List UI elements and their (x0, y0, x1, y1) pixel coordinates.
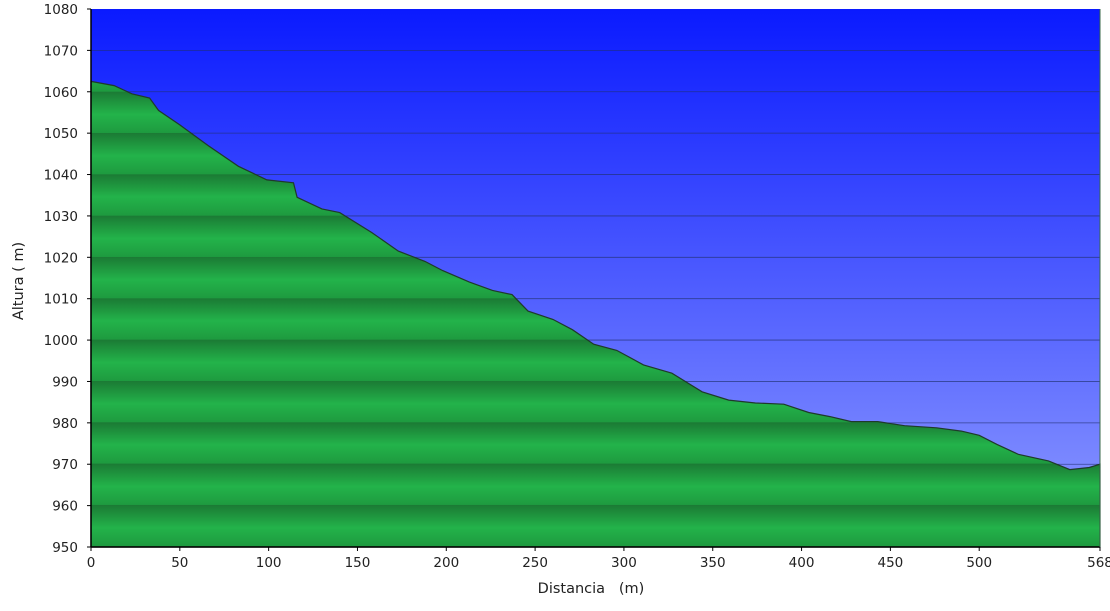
x-tick-label-10: 500 (966, 555, 992, 571)
x-tick-label-11: 568 (1087, 555, 1110, 571)
x-tick-label-0: 0 (87, 555, 96, 571)
x-tick-label-1: 50 (171, 555, 188, 571)
axes (90, 9, 1101, 548)
x-axis-ticks: 0 50 100 150 200 250 300 350 400 450 500 568 (87, 547, 1110, 571)
x-tick-label-7: 350 (700, 555, 726, 571)
x-tick-label-6: 300 (611, 555, 637, 571)
y-tick-label-5: 1000 (44, 333, 78, 349)
x-tick-label-2: 100 (256, 555, 282, 571)
y-tick-label-2: 970 (52, 457, 78, 473)
y-tick-label-4: 990 (52, 374, 78, 390)
y-tick-label-13: 1080 (44, 2, 78, 18)
x-tick-label-8: 400 (789, 555, 815, 571)
x-axis-title: Distancia (m) (538, 581, 645, 597)
y-tick-label-1: 960 (52, 499, 78, 515)
y-tick-label-3: 980 (52, 416, 78, 432)
y-tick-label-12: 1070 (44, 43, 78, 59)
x-tick-label-5: 250 (522, 555, 548, 571)
y-axis-title: Altura ( m) (11, 242, 27, 320)
x-tick-label-4: 200 (433, 555, 459, 571)
y-tick-label-11: 1060 (44, 85, 78, 101)
x-tick-label-3: 150 (345, 555, 371, 571)
y-tick-label-9: 1040 (44, 168, 78, 184)
y-tick-label-7: 1020 (44, 250, 78, 266)
y-tick-label-10: 1050 (44, 126, 78, 142)
elevation-area (90, 80, 1101, 548)
x-tick-label-9: 450 (877, 555, 903, 571)
y-tick-label-8: 1030 (44, 209, 78, 225)
y-tick-label-6: 1010 (44, 292, 78, 308)
y-tick-label-0: 950 (52, 540, 78, 556)
y-axis-ticks: 950 960 970 980 990 1000 1010 1020 1030 1040 1050 1… (44, 2, 91, 556)
